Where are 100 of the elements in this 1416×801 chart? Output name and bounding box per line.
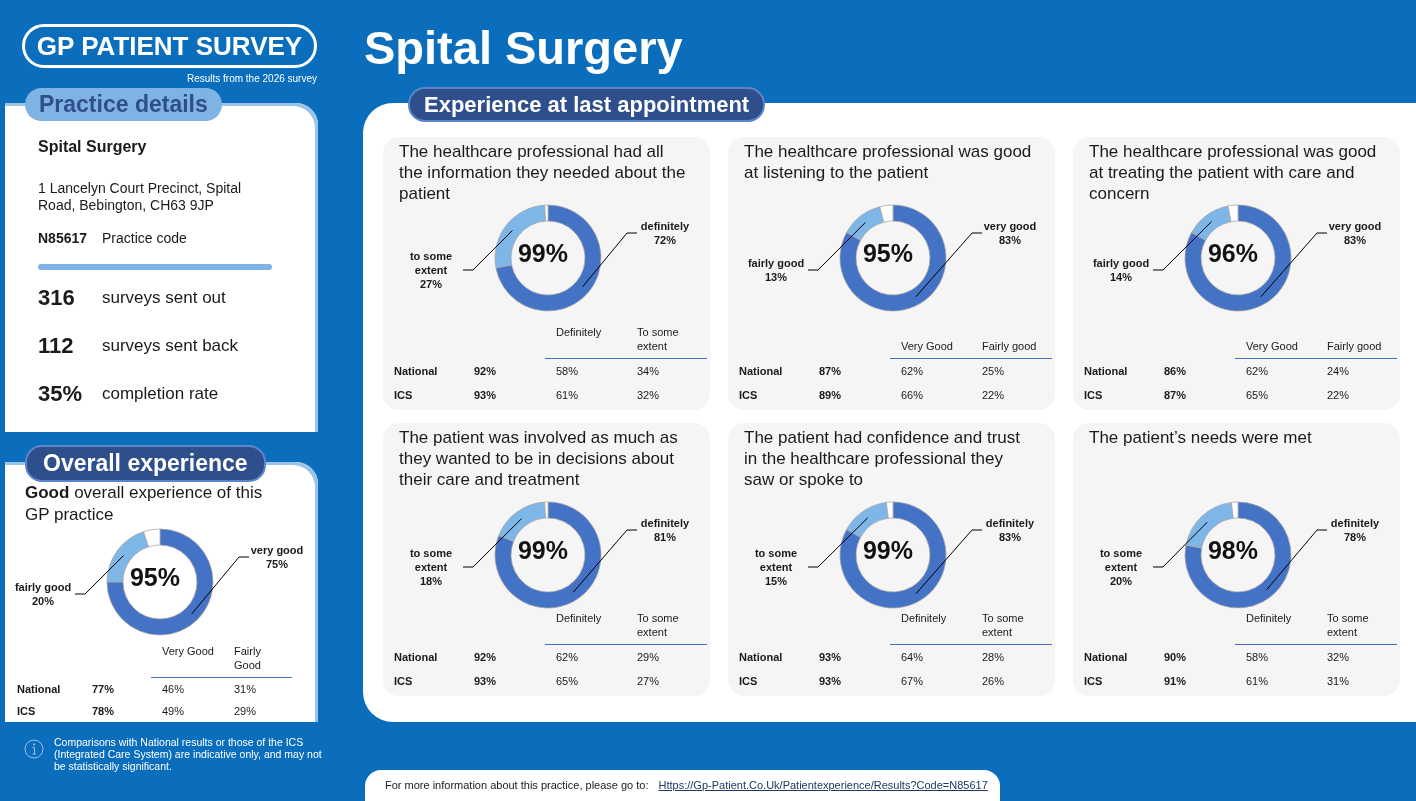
text: Very Good [162,645,214,657]
text: 99% [517,239,569,267]
text: Definitely [1246,612,1292,624]
text: N85617 [38,230,88,246]
slice-label: to some extent [1099,547,1143,573]
text: Definitely [556,612,602,624]
text: Very Good [901,340,953,352]
text: 29% [637,651,660,663]
slice-label: definitely [985,517,1036,529]
chart-title: The healthcare professional was good at treating the patient with care and concern [1089,142,1377,203]
text: Fairly good [982,340,1037,352]
text: Definitely [556,326,602,338]
text: 61% [1246,675,1269,687]
data-label: 78% [1343,531,1367,543]
text: National [1084,651,1128,663]
text: Practice details [39,91,208,117]
text: 95% [129,563,181,591]
text: To some extent [1327,612,1369,638]
text: 93% [819,675,842,687]
text: 93% [474,389,497,401]
text: For more information about this practice, please go to: [385,779,649,791]
text: 92% [474,365,497,377]
text: 93% [819,651,842,663]
text: 25% [982,365,1005,377]
text: ICS [394,675,413,687]
text: 86% [1164,365,1187,377]
data-label: 81% [653,531,677,543]
text: 35% [38,381,83,406]
text: 87% [1164,389,1187,401]
text: 26% [982,675,1005,687]
text: National [739,651,783,663]
chart-title: The healthcare professional was good at listening to the patient [744,142,1032,182]
slice-label: to some extent [754,547,798,573]
data-label: 15% [764,575,788,587]
text: 95% [862,239,914,267]
text: Comparisons with National results or those of the ICS (Integrated Care System) are indicative only, and may not be statistically significant. [54,736,322,772]
text: Fairly good [1327,340,1382,352]
text: Very Good [1246,340,1298,352]
text: surveys sent back [102,336,239,355]
data-label: 72% [653,234,677,246]
slice-label: definitely [1330,517,1381,529]
text: 89% [819,389,842,401]
text: ICS [739,675,758,687]
text: Experience at last appointment [424,92,750,117]
data-label: 20% [1109,575,1133,587]
text: ICS [394,389,413,401]
text: 31% [1327,675,1350,687]
text: 58% [556,365,579,377]
text: 65% [556,675,579,687]
text: 66% [901,389,924,401]
text: Results from the 2026 survey [186,73,317,84]
chart-title: Overall experience [43,450,248,476]
donut-slice [106,528,214,636]
text: National [394,651,438,663]
text: Definitely [901,612,947,624]
text: 64% [901,651,924,663]
chart-title: The healthcare professional had all the information they needed about the patient [399,142,686,203]
text: 112 [38,333,74,358]
text: 62% [556,651,579,663]
data-label: 18% [419,575,443,587]
donut-slice [839,501,947,609]
data-label: 27% [419,278,443,290]
text: ICS [1084,389,1103,401]
text: 1 Lancelyn Court Precinct, Spital Road, Bebington, CH63 9JP [38,180,242,213]
donut-slice [839,204,947,312]
slice-label: fairly good [14,581,72,593]
text: 61% [556,389,579,401]
text: 58% [1246,651,1269,663]
text: 77% [92,683,115,695]
data-label: 13% [764,271,788,283]
slice-label: very good [1328,220,1382,232]
chart-subtitle: Good overall experience of this GP practice [25,482,264,526]
text: National [739,365,783,377]
text: National [17,683,61,695]
text: Spital Surgery [38,138,147,155]
text: 32% [1327,651,1350,663]
text: ICS [739,389,758,401]
slice-label: fairly good [747,257,805,269]
data-label: 14% [1109,271,1133,283]
text: 99% [862,536,914,564]
text: 93% [474,675,497,687]
slice-label: to some extent [409,250,453,276]
slice-label: very good [250,544,304,556]
text: 78% [92,705,115,717]
donut-slice [494,501,602,609]
text: 316 [38,285,75,310]
text: 24% [1327,365,1350,377]
text: GP PATIENT SURVEY [36,31,303,61]
text: 34% [637,365,660,377]
donut-slice [495,204,602,312]
text: To some extent [637,326,679,352]
text: To some extent [637,612,679,638]
text: Spital Surgery [364,21,683,74]
chart-title: The patient was involved as much as they wanted to be in decisions about their care and treatment [399,428,678,489]
data-label: 83% [998,531,1022,543]
text: 62% [901,365,924,377]
slice-label: to some extent [409,547,453,573]
text: 32% [637,389,660,401]
text: ICS [1084,675,1103,687]
text: ICS [17,705,36,717]
